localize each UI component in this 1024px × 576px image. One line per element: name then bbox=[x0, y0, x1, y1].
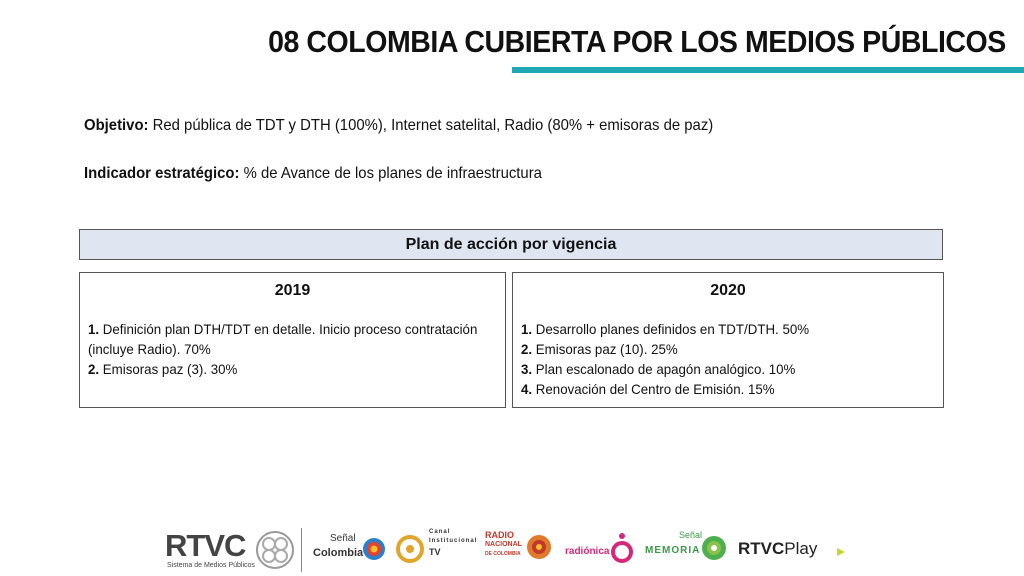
rtvc-logo: RTVC Sistema de Medios Públicos bbox=[165, 528, 295, 572]
list-item: 1. Definición plan DTH/TDT en detalle. I… bbox=[88, 319, 508, 359]
item-text: Desarrollo planes definidos en TDT/DTH. … bbox=[532, 321, 810, 337]
list-item: 2. Emisoras paz (10). 25% bbox=[521, 339, 946, 359]
indicador-text: % de Avance de los planes de infraestruc… bbox=[239, 165, 542, 182]
radio-nacional-line1: RADIO bbox=[485, 530, 514, 540]
item-number: 2. bbox=[88, 361, 100, 377]
item-text: Emisoras paz (3). 30% bbox=[99, 361, 238, 377]
canal-institucional-line2: Institucional bbox=[429, 538, 478, 544]
indicador-line: Indicador estratégico: % de Avance de lo… bbox=[84, 165, 542, 183]
objetivo-label: Objetivo: bbox=[84, 117, 149, 134]
radionica-icon bbox=[611, 533, 633, 563]
rtvc-swirl-icon bbox=[256, 531, 294, 569]
item-text: Renovación del Centro de Emisión. 15% bbox=[532, 381, 775, 397]
item-text: Plan escalonado de apagón analógico. 10% bbox=[532, 361, 796, 377]
senal-colombia-top: Señal bbox=[330, 533, 356, 544]
rtvc-play-text2: Play bbox=[784, 539, 818, 558]
item-number: 1. bbox=[88, 321, 100, 337]
radio-nacional-line3: DE COLOMBIA bbox=[485, 551, 521, 557]
objetivo-line: Objetivo: Red pública de TDT y DTH (100%… bbox=[84, 117, 713, 135]
list-item: 3. Plan escalonado de apagón analógico. … bbox=[521, 359, 946, 379]
plan-box-2019: 2019 1. Definición plan DTH/TDT en detal… bbox=[79, 272, 506, 408]
play-icon bbox=[837, 548, 845, 556]
senal-memoria-icon bbox=[702, 536, 726, 560]
item-text: Definición plan DTH/TDT en detalle. Inic… bbox=[88, 321, 478, 357]
senal-memoria-bottom: MEMORIA bbox=[645, 545, 701, 556]
canal-institucional-line3: TV bbox=[429, 547, 441, 557]
plan-box-2020: 2020 1. Desarrollo planes definidos en T… bbox=[512, 272, 944, 408]
item-number: 1. bbox=[521, 321, 533, 337]
radio-nacional-icon bbox=[527, 535, 551, 559]
senal-colombia-bottom: Colombia bbox=[313, 547, 364, 559]
footer-logos: RTVC Sistema de Medios Públicos Señal Co… bbox=[0, 520, 1024, 576]
rtvc-play-text1: RTVC bbox=[738, 539, 785, 558]
radio-nacional-line2: NACIONAL bbox=[485, 541, 522, 548]
item-number: 4. bbox=[521, 381, 533, 397]
item-text: Emisoras paz (10). 25% bbox=[532, 341, 678, 357]
item-number: 2. bbox=[521, 341, 533, 357]
rtvc-logo-subtitle: Sistema de Medios Públicos bbox=[167, 562, 255, 569]
list-item: 1. Desarrollo planes definidos en TDT/DT… bbox=[521, 319, 946, 339]
list-item: 4. Renovación del Centro de Emisión. 15% bbox=[521, 379, 946, 399]
radionica-text: radiónica bbox=[565, 546, 610, 557]
year-heading: 2019 bbox=[274, 282, 311, 299]
senal-colombia-icon bbox=[363, 538, 385, 560]
objetivo-text: Red pública de TDT y DTH (100%), Interne… bbox=[148, 117, 714, 134]
footer-divider bbox=[301, 528, 302, 572]
canal-institucional-icon bbox=[396, 535, 424, 563]
rtvc-logo-text: RTVC bbox=[165, 528, 246, 563]
senal-memoria-top: Señal bbox=[679, 530, 703, 540]
year-heading: 2020 bbox=[710, 282, 746, 299]
indicador-label: Indicador estratégico: bbox=[84, 165, 240, 182]
title-underline bbox=[512, 67, 1024, 73]
canal-institucional-line1: Canal bbox=[429, 529, 451, 535]
plan-header: Plan de acción por vigencia bbox=[79, 229, 943, 260]
item-number: 3. bbox=[521, 361, 533, 377]
plan-items: 1. Definición plan DTH/TDT en detalle. I… bbox=[88, 319, 508, 379]
plan-items: 1. Desarrollo planes definidos en TDT/DT… bbox=[521, 319, 946, 399]
rtvc-play-logo: RTVCPlay bbox=[738, 539, 817, 559]
list-item: 2. Emisoras paz (3). 30% bbox=[88, 359, 508, 379]
page-title: 08 COLOMBIA CUBIERTA POR LOS MEDIOS PÚBL… bbox=[268, 24, 1006, 59]
